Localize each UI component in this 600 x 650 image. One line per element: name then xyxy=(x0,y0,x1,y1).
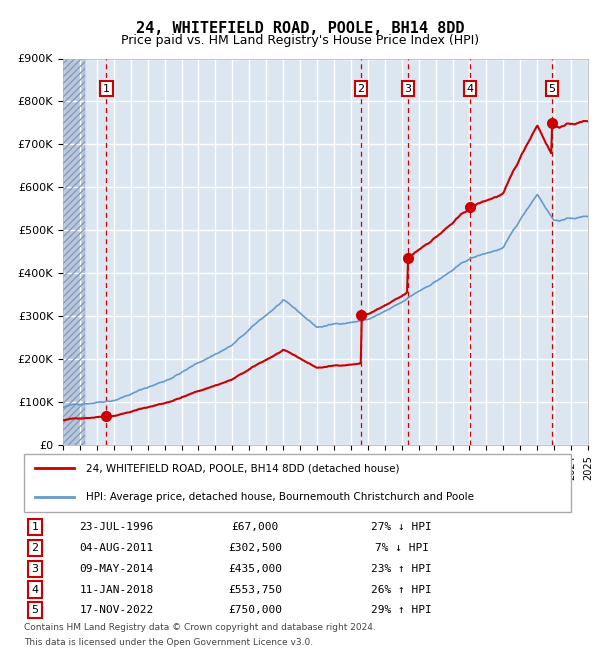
Text: 2: 2 xyxy=(31,543,38,553)
Text: 17-NOV-2022: 17-NOV-2022 xyxy=(80,605,154,616)
Text: 04-AUG-2011: 04-AUG-2011 xyxy=(80,543,154,553)
Text: 09-MAY-2014: 09-MAY-2014 xyxy=(80,564,154,574)
Text: £435,000: £435,000 xyxy=(228,564,282,574)
Text: 26% ↑ HPI: 26% ↑ HPI xyxy=(371,584,432,595)
Bar xyxy=(63,58,85,445)
Text: 24, WHITEFIELD ROAD, POOLE, BH14 8DD (detached house): 24, WHITEFIELD ROAD, POOLE, BH14 8DD (de… xyxy=(86,463,399,473)
Text: 7% ↓ HPI: 7% ↓ HPI xyxy=(374,543,428,553)
Text: 3: 3 xyxy=(31,564,38,574)
Text: 1: 1 xyxy=(31,522,38,532)
Text: HPI: Average price, detached house, Bournemouth Christchurch and Poole: HPI: Average price, detached house, Bour… xyxy=(86,492,473,502)
Text: £750,000: £750,000 xyxy=(228,605,282,616)
Text: £553,750: £553,750 xyxy=(228,584,282,595)
Text: 23% ↑ HPI: 23% ↑ HPI xyxy=(371,564,432,574)
Text: 11-JAN-2018: 11-JAN-2018 xyxy=(80,584,154,595)
Text: 27% ↓ HPI: 27% ↓ HPI xyxy=(371,522,432,532)
Text: 5: 5 xyxy=(31,605,38,616)
Text: 5: 5 xyxy=(548,84,556,94)
Bar xyxy=(63,58,85,445)
Text: 24, WHITEFIELD ROAD, POOLE, BH14 8DD: 24, WHITEFIELD ROAD, POOLE, BH14 8DD xyxy=(136,21,464,36)
Text: £302,500: £302,500 xyxy=(228,543,282,553)
Text: 4: 4 xyxy=(31,584,38,595)
Text: Price paid vs. HM Land Registry's House Price Index (HPI): Price paid vs. HM Land Registry's House … xyxy=(121,34,479,47)
Text: 3: 3 xyxy=(404,84,412,94)
Text: £67,000: £67,000 xyxy=(231,522,278,532)
Text: This data is licensed under the Open Government Licence v3.0.: This data is licensed under the Open Gov… xyxy=(23,638,313,647)
Text: 1: 1 xyxy=(103,84,110,94)
Text: Contains HM Land Registry data © Crown copyright and database right 2024.: Contains HM Land Registry data © Crown c… xyxy=(23,623,376,632)
FancyBboxPatch shape xyxy=(23,454,571,512)
Text: 29% ↑ HPI: 29% ↑ HPI xyxy=(371,605,432,616)
Text: 2: 2 xyxy=(358,84,364,94)
Text: 4: 4 xyxy=(466,84,473,94)
Text: 23-JUL-1996: 23-JUL-1996 xyxy=(80,522,154,532)
